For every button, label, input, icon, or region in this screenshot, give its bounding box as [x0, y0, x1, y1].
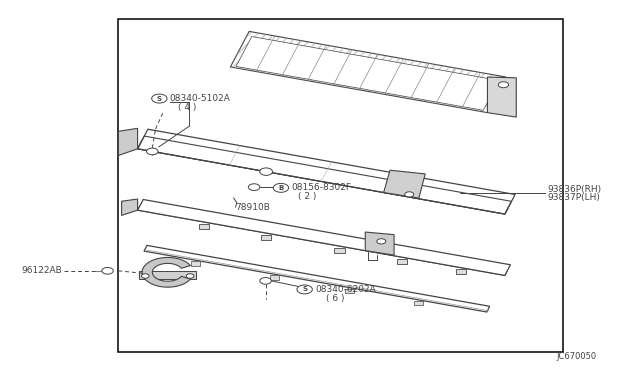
Polygon shape — [122, 199, 138, 215]
Text: 08340-5102A: 08340-5102A — [170, 94, 230, 103]
Text: 93837P(LH): 93837P(LH) — [547, 193, 600, 202]
Polygon shape — [365, 232, 394, 255]
Text: JC670050: JC670050 — [557, 352, 597, 361]
Text: B: B — [278, 185, 284, 191]
Text: 93836P(RH): 93836P(RH) — [547, 185, 602, 194]
Circle shape — [141, 274, 149, 278]
Circle shape — [404, 192, 413, 197]
Polygon shape — [118, 128, 138, 155]
Polygon shape — [198, 224, 209, 229]
Polygon shape — [144, 246, 490, 312]
Circle shape — [260, 278, 271, 284]
Polygon shape — [236, 36, 499, 110]
Polygon shape — [413, 301, 422, 305]
Polygon shape — [397, 259, 407, 264]
Circle shape — [260, 168, 273, 175]
Circle shape — [147, 148, 158, 155]
Circle shape — [152, 94, 167, 103]
Circle shape — [248, 184, 260, 190]
Polygon shape — [345, 289, 354, 293]
Text: 08340-6202A: 08340-6202A — [315, 285, 376, 294]
Polygon shape — [456, 269, 466, 274]
Polygon shape — [138, 206, 507, 275]
Circle shape — [186, 274, 194, 278]
Text: 08156-8302F: 08156-8302F — [291, 183, 351, 192]
Text: ( 6 ): ( 6 ) — [326, 294, 345, 303]
Text: S: S — [302, 286, 307, 292]
Text: ( 2 ): ( 2 ) — [298, 192, 317, 201]
Polygon shape — [138, 136, 511, 214]
Circle shape — [102, 267, 113, 274]
Text: 78910B: 78910B — [236, 203, 270, 212]
Text: 96122AB: 96122AB — [21, 266, 62, 275]
Polygon shape — [261, 235, 271, 240]
Polygon shape — [139, 271, 196, 279]
Circle shape — [377, 239, 386, 244]
Polygon shape — [142, 257, 191, 287]
Polygon shape — [270, 275, 279, 280]
Circle shape — [297, 285, 312, 294]
Polygon shape — [230, 31, 506, 113]
Bar — [118, 19, 563, 352]
Polygon shape — [383, 170, 425, 198]
Text: S: S — [157, 96, 162, 102]
Circle shape — [499, 82, 509, 88]
Polygon shape — [138, 142, 508, 214]
Polygon shape — [191, 262, 200, 266]
Polygon shape — [138, 199, 511, 275]
Circle shape — [273, 183, 289, 192]
Text: ( 4 ): ( 4 ) — [178, 103, 196, 112]
Polygon shape — [488, 77, 516, 117]
Polygon shape — [335, 248, 345, 253]
